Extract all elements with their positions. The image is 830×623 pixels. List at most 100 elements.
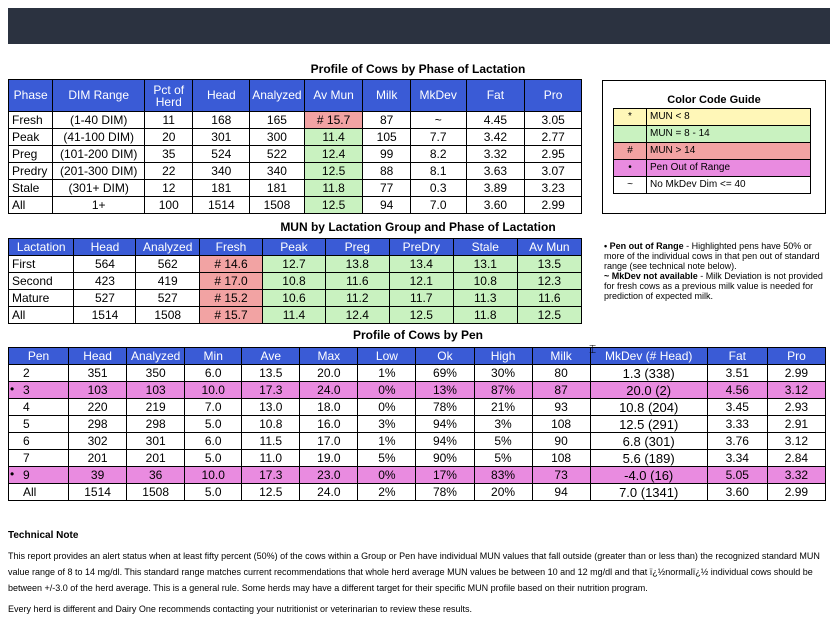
cell-head: 302 bbox=[68, 432, 128, 450]
cell-mkdev: 7.0 (1341) bbox=[589, 483, 708, 501]
cell-pen: All bbox=[7, 483, 70, 501]
cell-milk: 93 bbox=[531, 398, 591, 416]
col-pro: Pro bbox=[766, 347, 827, 365]
cell-analyzed: 165 bbox=[249, 111, 305, 129]
lactation-group-table: Lactation Head Analyzed Fresh Peak Preg … bbox=[7, 238, 583, 324]
technical-note-footer: Every herd is different and Dairy One re… bbox=[8, 604, 473, 614]
technical-note-text: This report provides an alert status whe… bbox=[8, 551, 820, 593]
cell-fat: 3.32 bbox=[465, 145, 526, 163]
cell-pct: 22 bbox=[144, 162, 194, 180]
cell-pro: 3.23 bbox=[524, 179, 582, 197]
legend-swatch: # bbox=[613, 142, 647, 160]
cell-predry: 13.4 bbox=[388, 255, 454, 273]
cell-analyzed: 301 bbox=[126, 432, 186, 450]
phase-row: Peak (41-100 DIM) 20 301 300 11.4 105 7.7 3.42 2.… bbox=[7, 128, 582, 146]
cell-min: 5.0 bbox=[184, 449, 243, 467]
phase-row: All 1+ 100 1514 1508 12.5 94 7.0 3.60 2.99 bbox=[7, 196, 582, 214]
cell-ave: 17.3 bbox=[241, 466, 301, 484]
cell-fat: 3.76 bbox=[706, 432, 768, 450]
cell-avmun: 12.3 bbox=[516, 272, 583, 290]
col-analyzed: Analyzed bbox=[126, 347, 186, 365]
cell-stale: 11.3 bbox=[452, 289, 518, 307]
col-lactation: Lactation bbox=[7, 238, 75, 256]
pen-row: 2 351 350 6.0 13.5 20.0 1% 69% 30% 80 1.3 (338) 3.5… bbox=[7, 364, 827, 382]
cell-low: 0% bbox=[357, 398, 417, 416]
legend-swatch: • bbox=[613, 159, 647, 177]
group-row: Mature 527 527 # 15.2 10.6 11.2 11.7 11.3 11.6 bbox=[7, 289, 583, 307]
pen-label: 3 bbox=[23, 382, 30, 397]
cell-milk: 88 bbox=[362, 162, 411, 180]
col-max: Max bbox=[299, 347, 359, 365]
cell-analyzed: 1508 bbox=[126, 483, 186, 501]
col-fat: Fat bbox=[706, 347, 768, 365]
cell-analyzed: 300 bbox=[249, 128, 305, 146]
cell-high: 83% bbox=[473, 466, 533, 484]
cell-head: 340 bbox=[192, 162, 251, 180]
cell-lact: First bbox=[7, 255, 75, 273]
cell-range: (201-300 DIM) bbox=[52, 162, 146, 180]
col-stale: Stale bbox=[452, 238, 518, 256]
legend-label: Pen Out of Range bbox=[646, 159, 811, 177]
col-analyzed: Analyzed bbox=[249, 79, 305, 112]
col-milk: Milk bbox=[362, 79, 411, 112]
cell-ok: 94% bbox=[415, 415, 475, 433]
cell-mkdev: 7.0 bbox=[409, 196, 467, 214]
cell-analyzed: 219 bbox=[126, 398, 186, 416]
cell-head: 298 bbox=[68, 415, 128, 433]
cell-predry: 12.5 bbox=[388, 306, 454, 324]
cell-range: (101-200 DIM) bbox=[52, 145, 146, 163]
cell-milk: 80 bbox=[531, 364, 591, 382]
cell-low: 1% bbox=[357, 432, 417, 450]
cell-avmun: 11.6 bbox=[516, 289, 583, 307]
cell-lact: Mature bbox=[7, 289, 75, 307]
pen-row: • 3 103 103 10.0 17.3 24.0 0% 13% 87% 87 20.0 (2) 4.… bbox=[7, 381, 827, 399]
cell-phase: Predry bbox=[7, 162, 54, 180]
cell-fat: 3.34 bbox=[706, 449, 768, 467]
cell-milk: 87 bbox=[362, 111, 411, 129]
cell-analyzed: 36 bbox=[126, 466, 186, 484]
cell-mkdev: 7.7 bbox=[409, 128, 467, 146]
cell-pro: 3.05 bbox=[524, 111, 582, 129]
mkdev-note: ~ MkDev not available - Milk Deviation i… bbox=[604, 271, 823, 301]
cell-pct: 11 bbox=[144, 111, 194, 129]
cell-mkdev: 5.6 (189) bbox=[589, 449, 708, 467]
cell-pen: 5 bbox=[7, 415, 70, 433]
cell-low: 1% bbox=[357, 364, 417, 382]
col-av-mun: Av Mun bbox=[303, 79, 364, 112]
col-fresh: Fresh bbox=[198, 238, 264, 256]
pen-label: 7 bbox=[23, 450, 30, 465]
cell-analyzed: 340 bbox=[249, 162, 305, 180]
cell-ave: 10.8 bbox=[241, 415, 301, 433]
cell-range: (41-100 DIM) bbox=[52, 128, 146, 146]
cell-analyzed: 298 bbox=[126, 415, 186, 433]
cell-predry: 12.1 bbox=[388, 272, 454, 290]
cell-mun: 12.5 bbox=[303, 196, 364, 214]
cell-ok: 13% bbox=[415, 381, 475, 399]
cell-mkdev: 8.1 bbox=[409, 162, 467, 180]
phase-table: Phase DIM Range Pct of Herd Head Analyze… bbox=[7, 79, 582, 214]
col-head: Head bbox=[73, 238, 137, 256]
cell-phase: Preg bbox=[7, 145, 54, 163]
cell-ok: 78% bbox=[415, 483, 475, 501]
legend-label: MUN = 8 - 14 bbox=[646, 125, 811, 143]
cell-fat: 3.89 bbox=[465, 179, 526, 197]
legend-label: No MkDev Dim <= 40 bbox=[646, 176, 811, 194]
cell-fat: 4.56 bbox=[706, 381, 768, 399]
pen-label: All bbox=[23, 484, 37, 499]
cell-preg: 11.6 bbox=[324, 272, 390, 290]
cell-low: 3% bbox=[357, 415, 417, 433]
cell-low: 0% bbox=[357, 381, 417, 399]
col-high: High bbox=[473, 347, 533, 365]
cell-analyzed: 350 bbox=[126, 364, 186, 382]
cell-max: 18.0 bbox=[299, 398, 359, 416]
col-milk: Milk bbox=[531, 347, 591, 365]
legend-item: MUN = 8 - 14 bbox=[613, 125, 811, 143]
col-av-mun: Av Mun bbox=[516, 238, 583, 256]
legend-table: * MUN < 8 MUN = 8 - 14 # MUN > 14 • Pen Out of… bbox=[613, 108, 811, 194]
cell-phase: Peak bbox=[7, 128, 54, 146]
cell-pro: 2.84 bbox=[766, 449, 827, 467]
cell-pro: 2.93 bbox=[766, 398, 827, 416]
cell-pen: 6 bbox=[7, 432, 70, 450]
cell-analyzed: 1508 bbox=[249, 196, 305, 214]
cell-milk: 108 bbox=[531, 449, 591, 467]
